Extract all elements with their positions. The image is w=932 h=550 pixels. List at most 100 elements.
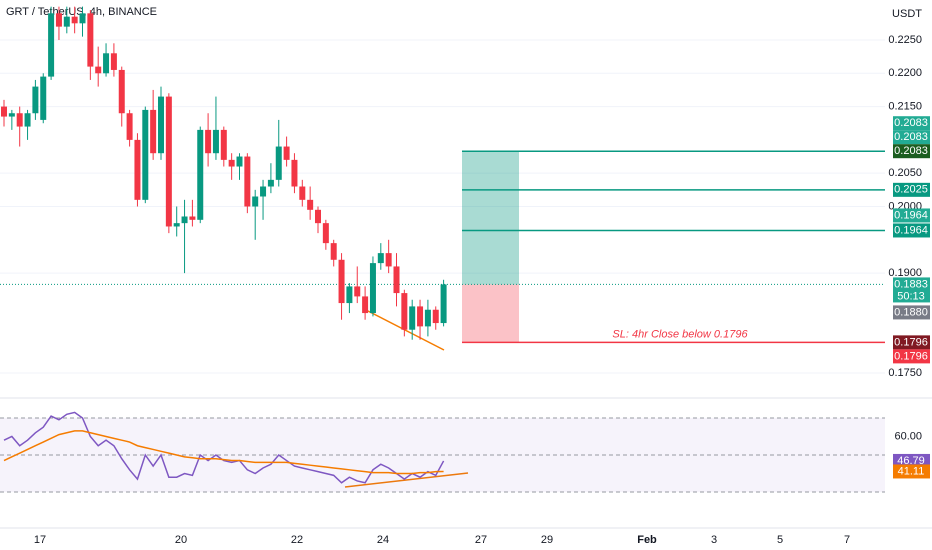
candle-body — [189, 216, 196, 220]
candle-body — [71, 16, 78, 24]
x-tick-label: 22 — [291, 534, 303, 546]
rsi-tag-label: 46.79 — [897, 455, 925, 467]
price-tag-label: 0.2083 — [894, 131, 928, 143]
candle-body — [16, 113, 23, 127]
rsi-tag — [893, 453, 930, 468]
price-tag — [893, 144, 930, 159]
rsi-trend-line — [344, 472, 469, 488]
candle-body — [95, 66, 102, 74]
candle-body — [40, 76, 47, 120]
candle-body — [236, 156, 243, 167]
x-tick-label: 7 — [844, 534, 850, 546]
candle-body — [134, 139, 141, 200]
price-tag — [893, 223, 930, 238]
price-tag-label: 0.1964 — [894, 224, 928, 236]
candle-body — [291, 159, 298, 187]
x-tick-label: Feb — [637, 534, 657, 546]
candle-body — [205, 129, 212, 154]
rsi-tick-label: 60.00 — [894, 430, 922, 442]
countdown: 50:13 — [897, 290, 925, 302]
candle-body — [354, 286, 361, 297]
candle-body — [440, 284, 447, 324]
candle-body — [244, 156, 251, 207]
candle-body — [158, 96, 164, 154]
candle-body — [346, 286, 353, 304]
candle-body — [165, 96, 172, 227]
annotation: SL: 4hr Close below 0.1796 — [612, 328, 748, 340]
candle-body — [267, 179, 274, 187]
price-tag-label: 0.2083 — [894, 145, 928, 157]
candle-body — [103, 53, 110, 74]
candle-body — [417, 306, 424, 327]
candle-body — [424, 309, 431, 327]
candle-body — [409, 306, 416, 330]
chart-title: GRT / TetherUS, 4h, BINANCE — [6, 6, 157, 18]
stop-zone — [462, 284, 519, 343]
candle-body — [173, 223, 180, 227]
x-tick-label: 29 — [541, 534, 553, 546]
y-tick-label: 0.2050 — [888, 167, 922, 179]
price-tag — [893, 116, 930, 131]
x-tick-label: 27 — [475, 534, 487, 546]
candle-body — [260, 186, 267, 197]
candle-body — [432, 309, 439, 324]
price-tag — [893, 335, 930, 350]
candle-body — [338, 259, 345, 304]
candle-body — [228, 159, 235, 167]
candle-body — [63, 16, 70, 27]
y-tick-label: 0.2150 — [888, 100, 922, 112]
countdown-tag — [893, 290, 930, 303]
trend-line — [365, 309, 445, 351]
price-tag-label: 0.1883 — [894, 278, 928, 290]
candle-body — [307, 199, 314, 210]
candle-body — [212, 129, 219, 154]
candle-body — [220, 129, 227, 160]
x-tick-label: 20 — [175, 534, 187, 546]
rsi-tag-label: 41.11 — [898, 465, 925, 477]
candle-body — [330, 243, 337, 260]
candle-body — [24, 113, 31, 127]
candle-body — [142, 109, 149, 200]
y-tick-label: 0.1900 — [888, 267, 922, 279]
price-tag — [893, 130, 930, 145]
y-tick-label: 0.2250 — [888, 34, 922, 46]
candle-body — [32, 86, 39, 114]
x-tick-label: 5 — [777, 534, 783, 546]
candle-body — [87, 13, 94, 67]
candle-body — [362, 296, 369, 314]
candle-body — [283, 146, 290, 160]
rsi-line — [3, 430, 444, 475]
candle-body — [48, 13, 55, 77]
candle-body — [299, 186, 306, 200]
candle-body — [8, 113, 15, 117]
price-tag-label: 0.2083 — [894, 117, 928, 129]
candle-body — [369, 263, 376, 314]
candle-body — [377, 253, 384, 264]
candle-body — [385, 253, 392, 267]
price-tag-label: 0.2025 — [894, 184, 928, 196]
price-tag — [893, 277, 930, 292]
candle-body — [110, 53, 117, 70]
target-zone — [462, 151, 519, 285]
y-tick-label: 0.1750 — [888, 367, 922, 379]
candle-body — [118, 69, 125, 114]
x-tick-label: 17 — [34, 534, 46, 546]
candle-body — [197, 129, 204, 220]
candle-body — [126, 113, 133, 140]
price-pane — [0, 6, 885, 374]
rsi-tag — [893, 464, 930, 479]
candle-body — [1, 106, 7, 117]
candle-body — [401, 293, 408, 330]
currency-label: USDT — [892, 8, 922, 20]
price-tag-label: 0.1796 — [894, 336, 928, 348]
x-tick-label: 3 — [711, 534, 717, 546]
candle-body — [79, 13, 86, 24]
candle-body — [322, 223, 329, 244]
price-tag — [893, 349, 930, 364]
x-tick-label: 24 — [377, 534, 389, 546]
price-tag-label: 0.1796 — [894, 350, 928, 362]
candle-body — [181, 216, 188, 224]
candle-body — [150, 109, 157, 154]
candle-body — [252, 196, 259, 207]
